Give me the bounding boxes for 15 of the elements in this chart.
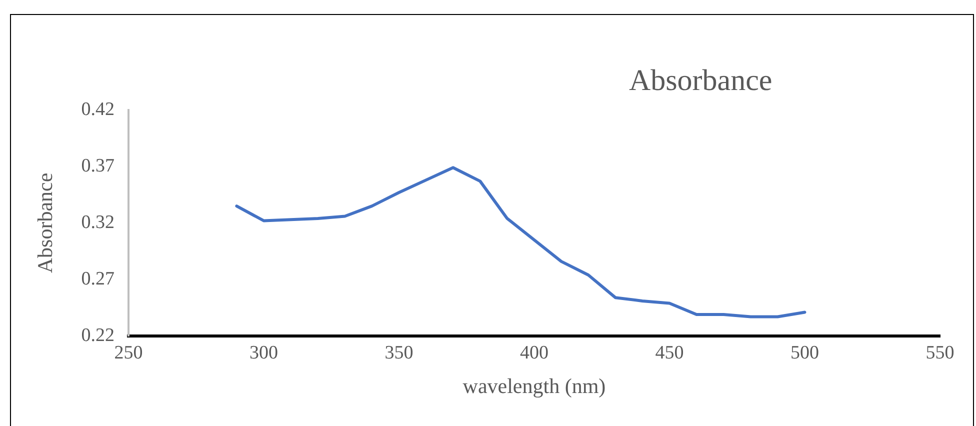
chart-title: Absorbance: [628, 64, 772, 97]
y-tick-label: 0.22: [81, 324, 114, 346]
x-tick-label: 300: [249, 342, 278, 364]
y-tick-label: 0.37: [81, 155, 114, 176]
x-axis-title: wavelength (nm): [462, 374, 606, 398]
y-tick-label: 0.32: [81, 212, 114, 233]
x-tick-label: 400: [520, 342, 548, 364]
x-tick-label: 500: [790, 342, 819, 364]
x-tick-label: 450: [655, 342, 684, 364]
y-axis-title: Absorbance: [33, 172, 58, 274]
x-tick-label: 250: [114, 342, 143, 364]
x-tick-label: 550: [926, 342, 954, 364]
y-tick-label: 0.27: [81, 268, 114, 290]
y-tick-label: 0.42: [81, 98, 114, 120]
x-tick-label: 350: [384, 342, 414, 364]
